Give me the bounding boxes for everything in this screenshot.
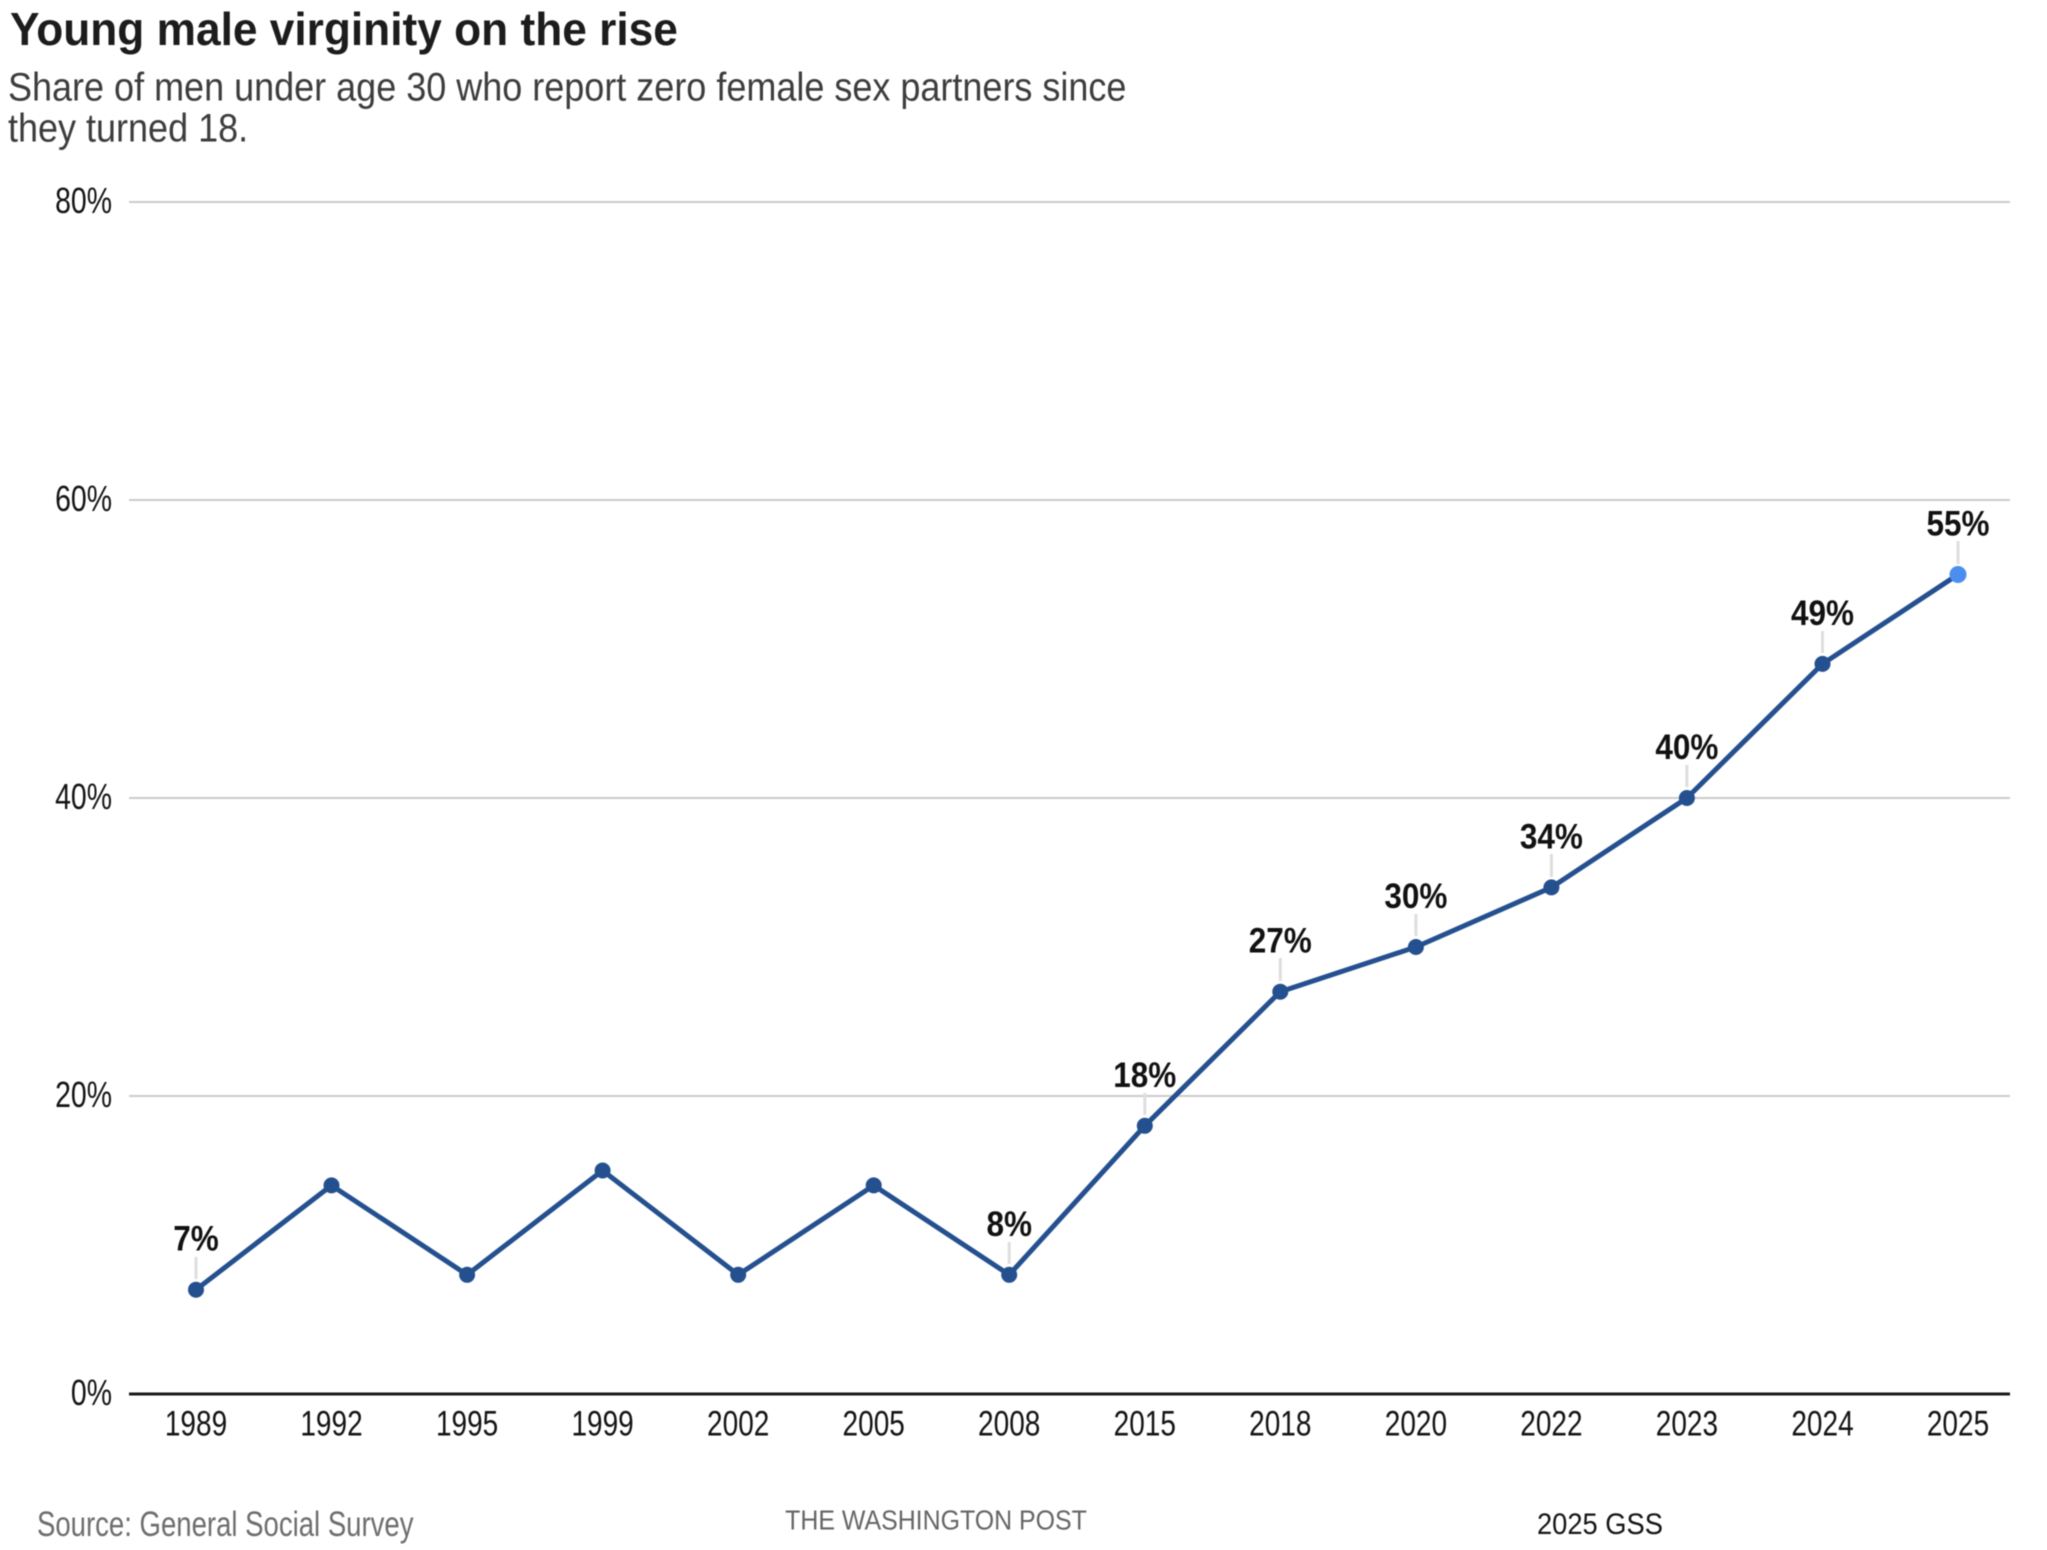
svg-text:1995: 1995 [436, 1403, 498, 1443]
svg-text:2025 GSS: 2025 GSS [1537, 1508, 1663, 1541]
svg-text:Share of men under age 30 who: Share of men under age 30 who report zer… [8, 66, 1126, 110]
svg-text:1992: 1992 [300, 1403, 362, 1443]
svg-text:2023: 2023 [1656, 1403, 1718, 1443]
svg-text:Source: General Social Survey: Source: General Social Survey [37, 1504, 414, 1544]
svg-text:2025: 2025 [1927, 1403, 1989, 1443]
svg-text:1989: 1989 [165, 1403, 227, 1443]
svg-text:2008: 2008 [978, 1403, 1040, 1443]
svg-text:18%: 18% [1113, 1056, 1176, 1095]
svg-text:2005: 2005 [843, 1403, 905, 1443]
svg-text:2002: 2002 [707, 1403, 769, 1443]
svg-text:40%: 40% [1655, 729, 1718, 768]
svg-text:55%: 55% [1926, 505, 1989, 544]
svg-text:40%: 40% [55, 777, 112, 817]
svg-text:THE WASHINGTON POST: THE WASHINGTON POST [785, 1504, 1087, 1536]
svg-text:60%: 60% [55, 479, 112, 519]
svg-text:34%: 34% [1520, 818, 1583, 857]
svg-text:20%: 20% [55, 1075, 112, 1115]
svg-text:30%: 30% [1384, 878, 1447, 917]
svg-text:49%: 49% [1791, 594, 1854, 633]
svg-text:2018: 2018 [1249, 1403, 1311, 1443]
svg-text:2020: 2020 [1385, 1403, 1447, 1443]
svg-text:1999: 1999 [571, 1403, 633, 1443]
svg-text:2024: 2024 [1791, 1403, 1853, 1443]
svg-text:80%: 80% [55, 181, 112, 221]
svg-text:2022: 2022 [1520, 1403, 1582, 1443]
svg-text:they turned 18.: they turned 18. [8, 107, 248, 151]
svg-text:0%: 0% [71, 1373, 112, 1413]
svg-text:Young male virginity on the ri: Young male virginity on the rise [10, 3, 678, 55]
svg-text:2015: 2015 [1114, 1403, 1176, 1443]
svg-text:8%: 8% [986, 1205, 1032, 1244]
svg-text:27%: 27% [1249, 922, 1312, 961]
svg-text:7%: 7% [173, 1220, 219, 1259]
